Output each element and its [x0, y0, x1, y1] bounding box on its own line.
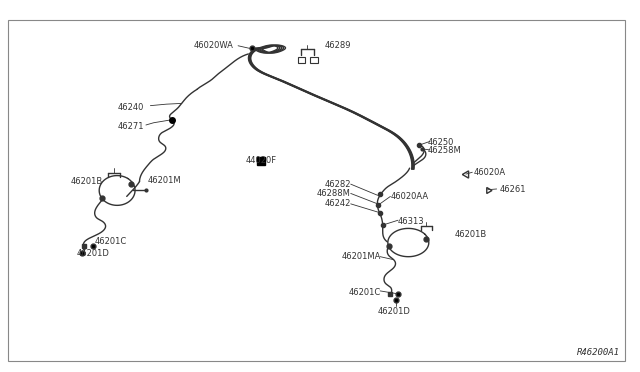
- Text: 46242: 46242: [324, 199, 351, 208]
- Text: 46201M: 46201M: [147, 176, 181, 185]
- Text: R46200A1: R46200A1: [577, 348, 620, 357]
- Text: 46020AA: 46020AA: [390, 192, 429, 201]
- Text: 46282: 46282: [324, 180, 351, 189]
- Text: 46020WA: 46020WA: [194, 41, 234, 50]
- Text: 46258M: 46258M: [428, 146, 461, 155]
- Text: 46289: 46289: [325, 41, 351, 50]
- Text: 46261: 46261: [499, 185, 525, 194]
- Text: 46271: 46271: [118, 122, 144, 131]
- Text: 46201B: 46201B: [70, 177, 102, 186]
- Text: 46201D: 46201D: [377, 307, 410, 316]
- Bar: [298, 57, 305, 63]
- Text: 46201C: 46201C: [349, 288, 381, 296]
- Text: 46250: 46250: [428, 138, 454, 147]
- Text: 46240: 46240: [118, 103, 144, 112]
- Text: 44020F: 44020F: [246, 156, 276, 165]
- Bar: [310, 57, 318, 63]
- Text: 46313: 46313: [398, 217, 425, 226]
- Text: 46020A: 46020A: [474, 169, 506, 177]
- Text: 46201B: 46201B: [454, 230, 486, 239]
- Text: 46201C: 46201C: [95, 237, 127, 246]
- Text: 46201D: 46201D: [77, 249, 109, 258]
- Text: 46201MA: 46201MA: [341, 252, 381, 261]
- Text: 46288M: 46288M: [317, 189, 351, 198]
